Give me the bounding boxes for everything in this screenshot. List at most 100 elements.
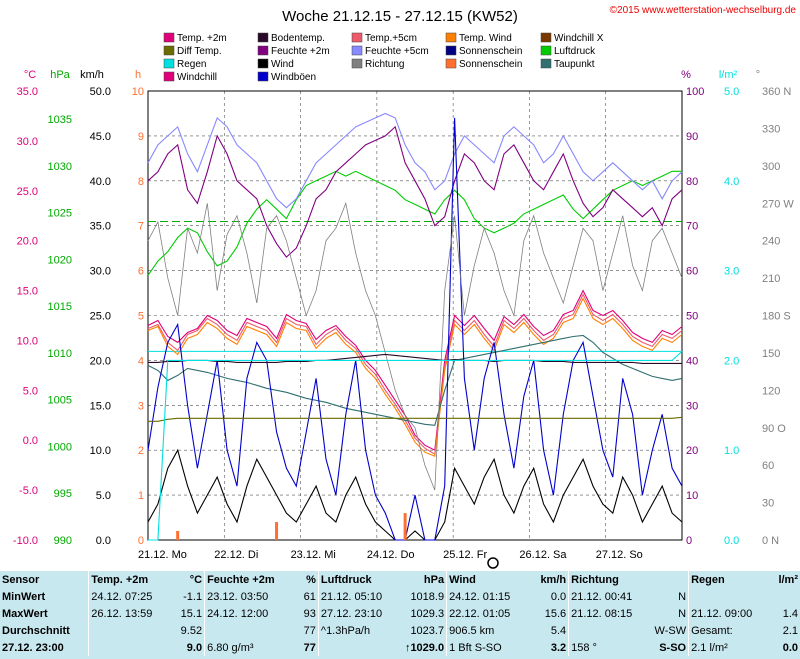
cell-pressure-time bbox=[317, 639, 397, 656]
series-line-regen bbox=[148, 350, 683, 541]
table-row-current: 27.12. 23:00 9.0 6.80 g/m³ 77 ↑1029.0 1 … bbox=[0, 639, 800, 656]
cell-pressure-value: ↑1029.0 bbox=[404, 641, 445, 654]
axis-label-pressure: hPa bbox=[50, 69, 70, 81]
legend-label: Windchill X bbox=[554, 33, 604, 44]
legend-swatch bbox=[163, 45, 175, 56]
row-label: MaxWert bbox=[2, 607, 48, 620]
cell-wind-value: 3.2 bbox=[550, 641, 567, 654]
x-tick-label: 21.12. Mo bbox=[138, 549, 187, 561]
tick-label-wind: 40.0 bbox=[90, 176, 111, 188]
tick-label-pressure: 1010 bbox=[48, 348, 72, 360]
legend-label: Diff Temp. bbox=[177, 46, 222, 57]
tick-label-sunshine: 6 bbox=[138, 266, 144, 278]
cell-wind-time: 22.12. 01:05 bbox=[446, 605, 519, 622]
cell-humidity-time: 24.12. 12:00 bbox=[204, 605, 284, 622]
header-wind-unit: km/h bbox=[540, 573, 567, 586]
cell-rain-value bbox=[757, 588, 800, 605]
tick-label-rain: 1.0 bbox=[724, 445, 739, 457]
tick-label-direction: 330 bbox=[762, 123, 780, 135]
tick-label-temp: 15.0 bbox=[17, 286, 38, 298]
series-line-feuchte-2m bbox=[147, 125, 683, 258]
axis-label-sunshine: h bbox=[135, 69, 141, 81]
cell-humidity-time: 23.12. 03:50 bbox=[204, 588, 284, 605]
row-label: 27.12. 23:00 bbox=[2, 641, 64, 654]
tick-label-pressure: 1005 bbox=[48, 395, 72, 407]
tick-label-rain: 0.0 bbox=[724, 535, 739, 547]
header-wind: Wind bbox=[446, 571, 519, 588]
header-temp-unit: °C bbox=[189, 573, 203, 586]
legend-swatch bbox=[540, 32, 552, 43]
tick-label-direction: 60 bbox=[762, 460, 774, 472]
tick-label-direction: 300 bbox=[762, 161, 780, 173]
copyright-link[interactable]: ©2015 www.wetterstation-wechselburg.de bbox=[610, 5, 797, 16]
tick-label-pressure: 1000 bbox=[48, 441, 72, 453]
legend-swatch bbox=[445, 45, 457, 56]
tick-label-temp: 20.0 bbox=[17, 236, 38, 248]
tick-label-direction: 360 N bbox=[762, 86, 791, 98]
legend-label: Taupunkt bbox=[554, 59, 595, 70]
series-line-wind bbox=[147, 448, 683, 541]
tick-label-temp: 10.0 bbox=[17, 335, 38, 347]
tick-label-wind: 50.0 bbox=[90, 86, 111, 98]
legend-label: Wind bbox=[271, 59, 294, 70]
chart-title: Woche 21.12.15 - 27.12.15 (KW52) bbox=[282, 8, 518, 25]
cell-direction-value: W-SW bbox=[654, 624, 687, 637]
header-rain-unit: l/m² bbox=[778, 573, 798, 586]
legend-label: Temp.+5cm bbox=[365, 33, 417, 44]
x-tick-label: 23.12. Mi bbox=[291, 549, 336, 561]
chart-series bbox=[147, 112, 683, 541]
cell-wind-value: 15.6 bbox=[544, 607, 567, 620]
legend-label: Bodentemp. bbox=[271, 33, 325, 44]
x-tick-label: 22.12. Di bbox=[214, 549, 258, 561]
cell-humidity-value: 77 bbox=[303, 624, 316, 637]
axis-label-wind: km/h bbox=[80, 69, 104, 81]
header-rain: Regen bbox=[688, 571, 757, 588]
table-row: MaxWert 26.12. 13:59 15.1 24.12. 12:00 9… bbox=[0, 605, 800, 622]
tick-label-pressure: 1025 bbox=[48, 208, 72, 220]
cell-humidity-value: 93 bbox=[303, 607, 316, 620]
cell-direction-time bbox=[568, 622, 643, 639]
cell-temp-value: 9.52 bbox=[180, 624, 203, 637]
tick-label-wind: 15.0 bbox=[90, 400, 111, 412]
tick-label-pressure: 1035 bbox=[48, 114, 72, 126]
cell-direction-value: S-SO bbox=[659, 641, 687, 654]
table-header-row: Sensor Temp. +2m °C Feuchte +2m % Luftdr… bbox=[0, 571, 800, 588]
legend-swatch bbox=[257, 71, 269, 82]
summary-table: Sensor Temp. +2m °C Feuchte +2m % Luftdr… bbox=[0, 571, 800, 659]
tick-label-wind: 45.0 bbox=[90, 131, 111, 143]
legend-label: Feuchte +2m bbox=[271, 46, 330, 57]
tick-label-pressure: 1030 bbox=[48, 161, 72, 173]
legend-label: Temp. Wind bbox=[459, 33, 512, 44]
cell-direction-value: N bbox=[678, 590, 687, 603]
legend-swatch bbox=[351, 32, 363, 43]
axis-label-humidity: % bbox=[681, 69, 691, 81]
x-tick-label: 24.12. Do bbox=[367, 549, 415, 561]
tick-label-humidity: 90 bbox=[686, 131, 698, 143]
tick-label-sunshine: 2 bbox=[138, 445, 144, 457]
cell-temp-time bbox=[88, 622, 168, 639]
tick-label-temp: 0.0 bbox=[23, 435, 38, 447]
tick-label-temp: 30.0 bbox=[17, 136, 38, 148]
tick-label-direction: 30 bbox=[762, 498, 774, 510]
series-line-temp-wind bbox=[147, 297, 683, 457]
cell-rain-time: 21.12. 09:00 bbox=[688, 605, 757, 622]
tick-label-rain: 5.0 bbox=[724, 86, 739, 98]
cell-rain-time bbox=[688, 588, 757, 605]
tick-label-sunshine: 5 bbox=[138, 311, 144, 323]
series-line-taupunkt bbox=[147, 334, 683, 426]
chart-legend: Temp. +2m Bodentemp. Temp.+5cm Temp. Wind Wi… bbox=[163, 32, 604, 83]
tick-label-rain: 3.0 bbox=[724, 266, 739, 278]
tick-label-wind: 25.0 bbox=[90, 311, 111, 323]
x-tick-label: 25.12. Fr bbox=[443, 549, 487, 561]
legend-label: Temp. +2m bbox=[177, 33, 227, 44]
tick-label-wind: 5.0 bbox=[96, 490, 111, 502]
cell-wind-time: 906.5 km bbox=[446, 622, 519, 639]
cell-temp-value: 15.1 bbox=[180, 607, 203, 620]
legend-label: Windchill bbox=[177, 72, 217, 83]
tick-label-sunshine: 9 bbox=[138, 131, 144, 143]
cell-wind-value: 0.0 bbox=[550, 590, 567, 603]
series-line-feuchte-5cm bbox=[147, 112, 683, 209]
tick-label-humidity: 20 bbox=[686, 445, 698, 457]
series-line-temp-5cm bbox=[147, 293, 683, 456]
series-line-bodentemp- bbox=[148, 353, 682, 364]
